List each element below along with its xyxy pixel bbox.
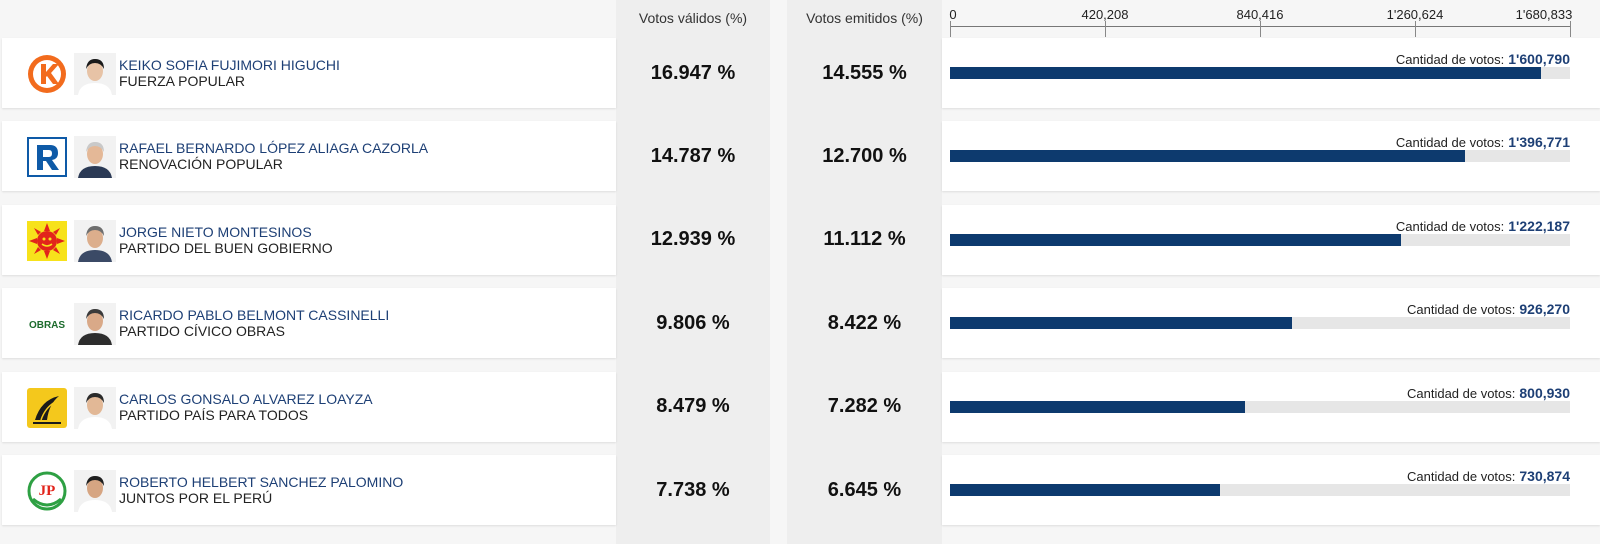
header-votos-emitidos[interactable]: Votos emitidos (%) (806, 10, 923, 26)
axis-tick (1259, 21, 1261, 37)
vote-bar (950, 317, 1292, 330)
candidate-row[interactable]: OBRAS RICARDO PABLO BELMONT CASSINELLI PAR… (2, 288, 1600, 359)
cantidad-votos: Cantidad de votos: 926,270 (1407, 301, 1570, 317)
party-name: JUNTOS POR EL PERÚ (119, 490, 273, 506)
cantidad-votos-value: 800,930 (1519, 384, 1570, 401)
vote-bar (950, 233, 1401, 246)
votos-emitidos-value: 11.112 % (823, 228, 906, 251)
axis-tick-label: 420,208 (1081, 7, 1129, 22)
votos-validos-value: 9.806 % (656, 311, 730, 334)
party-name: PARTIDO PAÍS PARA TODOS (119, 406, 309, 423)
x-axis: 0 420,208 840,416 1'260,624 1'680,833 (949, 0, 1573, 37)
axis-tick-label: 1'260,624 (1386, 7, 1444, 22)
candidate-photo (74, 53, 116, 95)
votos-emitidos-value: 7.282 % (827, 395, 902, 418)
cantidad-votos: Cantidad de votos: 730,874 (1407, 468, 1570, 484)
validos-column-bg (616, 0, 770, 544)
cantidad-votos-value: 926,270 (1519, 301, 1570, 318)
vote-bar-track (950, 233, 1570, 246)
pais-para-todos-logo (26, 387, 68, 429)
vote-bar-track (950, 484, 1570, 496)
candidate-name[interactable]: RAFAEL BERNARDO LÓPEZ ALIAGA CAZORLA (119, 140, 429, 157)
axis-tick-label: 0 (949, 7, 957, 22)
candidate-name[interactable]: ROBERTO HELBERT SANCHEZ PALOMINO (119, 474, 404, 490)
votos-emitidos-value: 6.645 % (827, 478, 902, 501)
axis-tick-label: 1'680,833 (1515, 7, 1573, 22)
vote-bar (950, 484, 1220, 496)
cantidad-votos-value: 730,874 (1519, 468, 1570, 484)
candidate-photo (74, 470, 116, 512)
axis-tick (1414, 21, 1416, 37)
votos-emitidos-value: 8.422 % (827, 311, 902, 334)
votos-validos-value: 7.738 % (656, 478, 730, 501)
votos-validos-value: 8.479 % (656, 395, 730, 418)
candidate-name[interactable]: CARLOS GONSALO ALVAREZ LOAYZA (119, 390, 373, 407)
candidate-photo (74, 136, 116, 179)
vote-bar-track (950, 317, 1570, 330)
votos-validos-value: 16.947 % (650, 61, 736, 84)
obras-logo-text: OBRAS (29, 320, 65, 331)
cantidad-votos-value: 1'222,187 (1508, 217, 1570, 234)
cantidad-votos: Cantidad de votos: 1'396,771 (1396, 134, 1570, 150)
candidate-row[interactable]: JP ROBERTO HELBERT SANCHEZ PALOMINO JUNTOS… (2, 455, 1600, 525)
cantidad-votos-value: 1'600,790 (1508, 51, 1570, 67)
emitidos-column-bg (787, 0, 942, 544)
votos-emitidos-value: 12.700 % (822, 144, 907, 167)
candidate-photo (74, 303, 116, 346)
candidate-photo (74, 219, 116, 262)
candidate-row[interactable]: RAFAEL BERNARDO LÓPEZ ALIAGA CAZORLA RENO… (2, 121, 1600, 192)
votos-validos-value: 14.787 % (650, 144, 736, 167)
cantidad-votos-label: Cantidad de votos: (1406, 302, 1516, 318)
party-name: PARTIDO DEL BUEN GOBIERNO (119, 239, 333, 256)
candidate-row[interactable]: KEIKO SOFIA FUJIMORI HIGUCHI FUERZA POPUL… (2, 38, 1600, 108)
renovacion-popular-logo (26, 136, 68, 178)
obras-logo: OBRAS (26, 303, 68, 345)
cantidad-votos: Cantidad de votos: 800,930 (1407, 385, 1570, 401)
party-name: PARTIDO CÍVICO OBRAS (119, 323, 285, 340)
cantidad-votos-label: Cantidad de votos: (1406, 469, 1516, 484)
vote-bar-track (950, 400, 1570, 413)
candidate-row[interactable]: JORGE NIETO MONTESINOS PARTIDO DEL BUEN G… (2, 204, 1600, 275)
candidate-name[interactable]: JORGE NIETO MONTESINOS (119, 223, 312, 240)
axis-tick (1104, 21, 1106, 37)
axis-tick (1570, 21, 1571, 37)
candidate-row[interactable]: CARLOS GONSALO ALVAREZ LOAYZA PARTIDO PAÍ… (2, 371, 1600, 442)
vote-bar-track (950, 67, 1570, 79)
cantidad-votos-label: Cantidad de votos: (1406, 385, 1516, 401)
cantidad-votos: Cantidad de votos: 1'222,187 (1396, 218, 1570, 234)
buen-gobierno-logo (26, 220, 68, 262)
vote-bar (950, 150, 1466, 163)
vote-bar (950, 400, 1246, 413)
svg-text:JP: JP (39, 483, 56, 499)
party-name: FUERZA POPULAR (119, 73, 246, 89)
candidate-name[interactable]: RICARDO PABLO BELMONT CASSINELLI (119, 307, 390, 324)
axis-tick-label: 840,416 (1236, 7, 1284, 22)
cantidad-votos-label: Cantidad de votos: (1395, 135, 1505, 151)
vote-bar (950, 67, 1541, 79)
votos-validos-value: 12.939 % (650, 228, 736, 251)
votos-emitidos-value: 14.555 % (822, 61, 907, 84)
candidate-photo (74, 386, 116, 429)
candidate-name[interactable]: KEIKO SOFIA FUJIMORI HIGUCHI (119, 57, 340, 73)
party-name: RENOVACIÓN POPULAR (119, 156, 283, 173)
fuerza-popular-logo (26, 53, 68, 95)
juntos-por-el-peru-logo: JP (26, 470, 68, 512)
header-votos-validos[interactable]: Votos válidos (%) (638, 10, 748, 26)
cantidad-votos: Cantidad de votos: 1'600,790 (1396, 51, 1570, 67)
cantidad-votos-label: Cantidad de votos: (1395, 218, 1505, 234)
cantidad-votos-label: Cantidad de votos: (1395, 52, 1505, 67)
axis-tick (950, 21, 951, 37)
vote-bar-track (950, 150, 1570, 163)
cantidad-votos-value: 1'396,771 (1508, 134, 1570, 151)
